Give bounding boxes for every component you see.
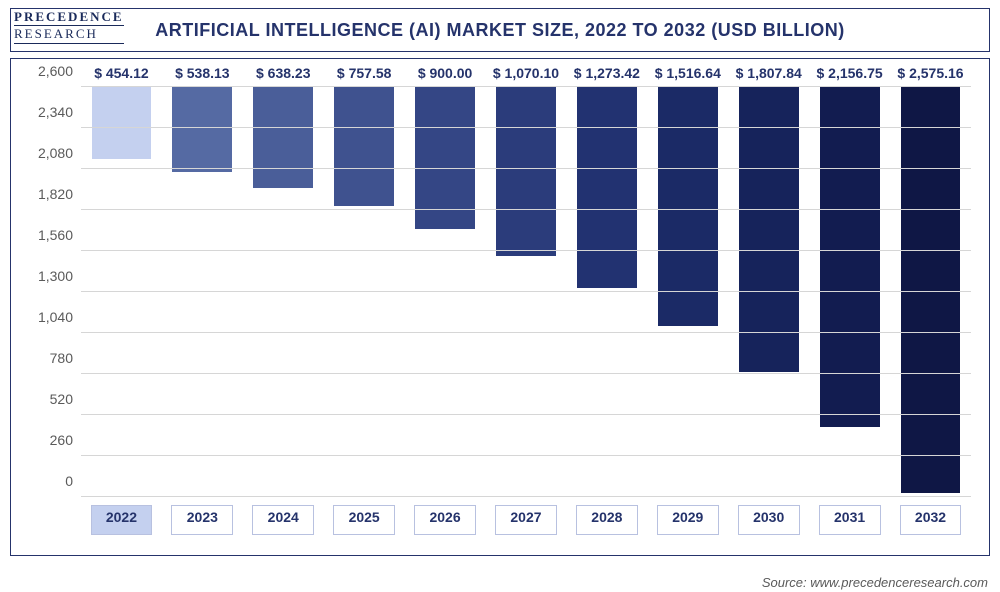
grid-line bbox=[81, 414, 971, 415]
x-tick-label: 2027 bbox=[495, 505, 557, 535]
y-tick-label: 1,820 bbox=[21, 186, 73, 202]
chart-container: PRECEDENCE RESEARCH ARTIFICIAL INTELLIGE… bbox=[0, 0, 1000, 592]
x-tick-label: 2026 bbox=[414, 505, 476, 535]
bar-value-label: $ 1,516.64 bbox=[655, 65, 721, 81]
bar-value-label: $ 638.23 bbox=[256, 65, 311, 81]
bar-slot: $ 454.12 bbox=[81, 87, 162, 497]
grid-line bbox=[81, 455, 971, 456]
x-tick-label: 2029 bbox=[657, 505, 719, 535]
plot-area: $ 454.12 $ 538.13 $ 638.23 $ 757.58 $ 900.00… bbox=[81, 87, 971, 497]
x-tick-label: 2024 bbox=[252, 505, 314, 535]
bar: $ 2,156.75 bbox=[820, 87, 880, 427]
bar: $ 1,070.10 bbox=[496, 87, 556, 256]
x-tick: 2029 bbox=[647, 505, 728, 535]
bar-slot: $ 2,575.16 bbox=[890, 87, 971, 497]
bar-slot: $ 1,070.10 bbox=[486, 87, 567, 497]
bar-value-label: $ 1,273.42 bbox=[574, 65, 640, 81]
grid-line bbox=[81, 332, 971, 333]
bar: $ 538.13 bbox=[172, 87, 232, 172]
bar-slot: $ 1,273.42 bbox=[566, 87, 647, 497]
bar-slot: $ 638.23 bbox=[243, 87, 324, 497]
grid-line bbox=[81, 250, 971, 251]
x-tick: 2032 bbox=[890, 505, 971, 535]
bar: $ 454.12 bbox=[92, 87, 152, 159]
x-tick: 2025 bbox=[324, 505, 405, 535]
bar-value-label: $ 454.12 bbox=[94, 65, 149, 81]
x-axis: 2022 2023 2024 2025 2026 2027 2028 2029 2030 2031… bbox=[81, 505, 971, 535]
grid-line bbox=[81, 373, 971, 374]
y-tick-label: 1,040 bbox=[21, 309, 73, 325]
bar-slot: $ 1,516.64 bbox=[647, 87, 728, 497]
x-tick-label: 2028 bbox=[576, 505, 638, 535]
y-tick-label: 520 bbox=[21, 391, 73, 407]
bar-slot: $ 2,156.75 bbox=[809, 87, 890, 497]
x-tick: 2031 bbox=[809, 505, 890, 535]
bar: $ 1,807.84 bbox=[739, 87, 799, 372]
bar: $ 638.23 bbox=[253, 87, 313, 188]
bar-value-label: $ 1,070.10 bbox=[493, 65, 559, 81]
bar-value-label: $ 900.00 bbox=[418, 65, 473, 81]
x-tick-label: 2025 bbox=[333, 505, 395, 535]
x-tick: 2030 bbox=[728, 505, 809, 535]
y-tick-label: 2,340 bbox=[21, 104, 73, 120]
grid-line bbox=[81, 291, 971, 292]
bar-value-label: $ 2,575.16 bbox=[897, 65, 963, 81]
y-tick-label: 1,300 bbox=[21, 268, 73, 284]
logo-line2: RESEARCH bbox=[14, 25, 124, 43]
logo-line1: PRECEDENCE bbox=[14, 10, 124, 24]
x-tick: 2026 bbox=[405, 505, 486, 535]
bar: $ 757.58 bbox=[334, 87, 394, 206]
bar-slot: $ 1,807.84 bbox=[728, 87, 809, 497]
x-tick: 2027 bbox=[486, 505, 567, 535]
x-tick: 2028 bbox=[566, 505, 647, 535]
bar-value-label: $ 757.58 bbox=[337, 65, 392, 81]
source-label: Source: www.precedenceresearch.com bbox=[762, 575, 988, 590]
y-tick-label: 0 bbox=[21, 473, 73, 489]
bar-value-label: $ 538.13 bbox=[175, 65, 230, 81]
x-tick-label: 2022 bbox=[91, 505, 153, 535]
x-tick-label: 2032 bbox=[900, 505, 962, 535]
bar-slot: $ 900.00 bbox=[405, 87, 486, 497]
grid-line bbox=[81, 86, 971, 87]
x-tick-label: 2023 bbox=[171, 505, 233, 535]
grid-line bbox=[81, 127, 971, 128]
bar-value-label: $ 2,156.75 bbox=[817, 65, 883, 81]
x-tick: 2023 bbox=[162, 505, 243, 535]
bar-slot: $ 757.58 bbox=[324, 87, 405, 497]
bar: $ 900.00 bbox=[415, 87, 475, 229]
grid-line bbox=[81, 209, 971, 210]
y-tick-label: 2,600 bbox=[21, 63, 73, 79]
y-tick-label: 260 bbox=[21, 432, 73, 448]
bars-group: $ 454.12 $ 538.13 $ 638.23 $ 757.58 $ 900.00… bbox=[81, 87, 971, 497]
grid-line bbox=[81, 496, 971, 497]
grid-line bbox=[81, 168, 971, 169]
y-tick-label: 780 bbox=[21, 350, 73, 366]
bar: $ 1,273.42 bbox=[577, 87, 637, 288]
bar-value-label: $ 1,807.84 bbox=[736, 65, 802, 81]
y-tick-label: 2,080 bbox=[21, 145, 73, 161]
x-tick-label: 2031 bbox=[819, 505, 881, 535]
y-tick-label: 1,560 bbox=[21, 227, 73, 243]
bar-slot: $ 538.13 bbox=[162, 87, 243, 497]
x-tick: 2024 bbox=[243, 505, 324, 535]
x-tick-label: 2030 bbox=[738, 505, 800, 535]
x-tick: 2022 bbox=[81, 505, 162, 535]
brand-logo: PRECEDENCE RESEARCH bbox=[14, 10, 124, 44]
plot-box: $ 454.12 $ 538.13 $ 638.23 $ 757.58 $ 900.00… bbox=[10, 58, 990, 556]
chart-title: ARTIFICIAL INTELLIGENCE (AI) MARKET SIZE… bbox=[10, 8, 990, 52]
